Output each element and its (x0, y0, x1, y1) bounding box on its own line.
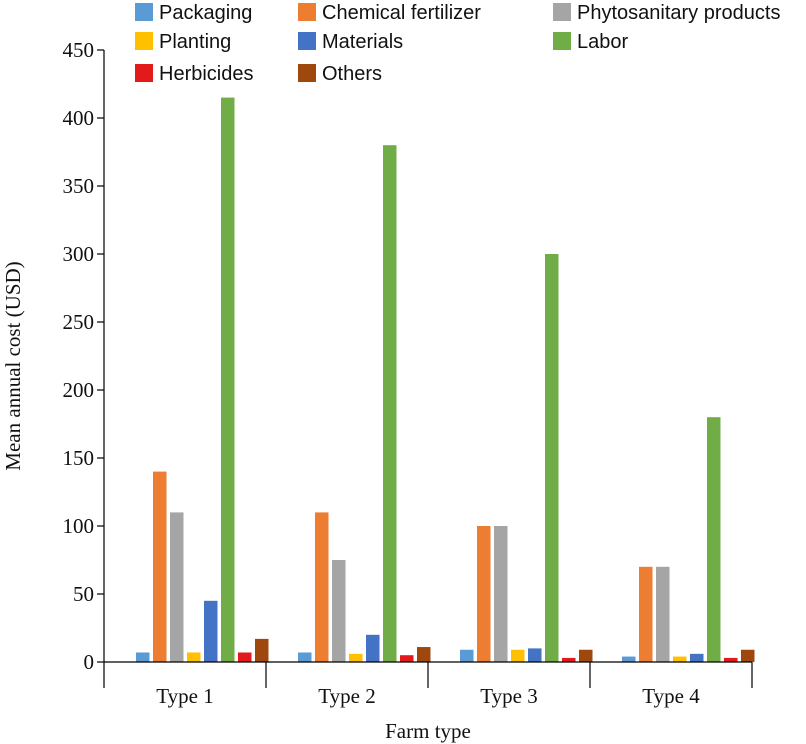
x-axis-title: Farm type (385, 719, 471, 743)
x-tick-label: Type 4 (642, 684, 700, 708)
y-tick-label: 150 (63, 446, 95, 470)
legend-label-packaging: Packaging (159, 2, 252, 24)
bar-others-type-1 (255, 638, 269, 662)
bar-packaging-type-3 (460, 649, 474, 662)
bar-chemical-fertilizer-type-4 (639, 566, 653, 662)
x-axis-ticks: Type 1 Type 2 Type 3 Type 4 (103, 662, 753, 708)
legend-label-herbicides: Herbicides (159, 63, 253, 85)
legend-swatch-materials (298, 32, 316, 50)
y-tick-label: 0 (84, 650, 95, 674)
y-tick-label: 350 (63, 174, 95, 198)
legend-label-labor: Labor (577, 31, 628, 53)
legend-swatch-planting (135, 32, 153, 50)
bar-materials-type-3 (528, 648, 542, 662)
y-tick-label: 200 (63, 378, 95, 402)
legend-swatch-herbicides (135, 64, 153, 82)
legend-label-planting: Planting (159, 31, 231, 53)
legend-label-others: Others (322, 63, 382, 85)
x-tick-label: Type 1 (156, 684, 213, 708)
bar-phytosanitary-products-type-3 (494, 526, 508, 662)
y-tick-label: 100 (63, 514, 95, 538)
bar-planting-type-2 (349, 653, 363, 662)
legend-swatch-labor (553, 32, 571, 50)
bar-labor-type-1 (221, 97, 235, 663)
bar-herbicides-type-3 (562, 657, 576, 662)
bar-planting-type-3 (511, 649, 525, 662)
bar-chemical-fertilizer-type-2 (315, 512, 329, 662)
bar-planting-type-4 (673, 656, 687, 662)
legend-swatch-chemical-fertilizer (298, 3, 316, 21)
bar-packaging-type-4 (622, 656, 636, 662)
y-axis-ticks: 0 50 100 150 200 250 300 350 400 450 (63, 38, 104, 674)
bar-planting-type-1 (187, 652, 201, 662)
y-tick-label: 300 (63, 242, 95, 266)
bar-others-type-4 (741, 649, 755, 662)
bar-packaging-type-2 (298, 652, 312, 662)
bar-materials-type-1 (204, 600, 218, 662)
bar-chemical-fertilizer-type-1 (153, 471, 167, 662)
bar-herbicides-type-1 (238, 652, 252, 662)
bar-phytosanitary-products-type-1 (170, 512, 184, 662)
legend-swatch-phytosanitary-products (553, 3, 571, 21)
bar-packaging-type-1 (136, 652, 150, 662)
bar-phytosanitary-products-type-4 (656, 566, 670, 662)
legend-swatch-packaging (135, 3, 153, 21)
legend-label-phytosanitary-products: Phytosanitary products (577, 2, 780, 24)
bar-others-type-3 (579, 649, 593, 662)
bars (136, 97, 755, 663)
bar-others-type-2 (417, 647, 431, 662)
x-tick-label: Type 3 (480, 684, 537, 708)
bar-phytosanitary-products-type-2 (332, 560, 346, 662)
legend-label-materials: Materials (322, 31, 403, 53)
x-tick-label: Type 2 (318, 684, 375, 708)
bar-materials-type-4 (690, 653, 704, 662)
bar-labor-type-2 (383, 145, 397, 662)
legend-label-chemical-fertilizer: Chemical fertilizer (322, 2, 481, 24)
bar-herbicides-type-4 (724, 657, 738, 662)
legend: Packaging Chemical fertilizer Phytosanitar… (135, 2, 780, 85)
bar-labor-type-3 (545, 254, 559, 662)
legend-swatch-others (298, 64, 316, 82)
bar-labor-type-4 (707, 417, 721, 662)
bar-chemical-fertilizer-type-3 (477, 526, 491, 662)
y-tick-label: 250 (63, 310, 95, 334)
y-tick-label: 400 (63, 106, 95, 130)
y-tick-label: 50 (73, 582, 94, 606)
bar-materials-type-2 (366, 634, 380, 662)
y-tick-label: 450 (63, 38, 95, 62)
bar-herbicides-type-2 (400, 655, 414, 662)
y-axis-title: Mean annual cost (USD) (1, 261, 25, 470)
